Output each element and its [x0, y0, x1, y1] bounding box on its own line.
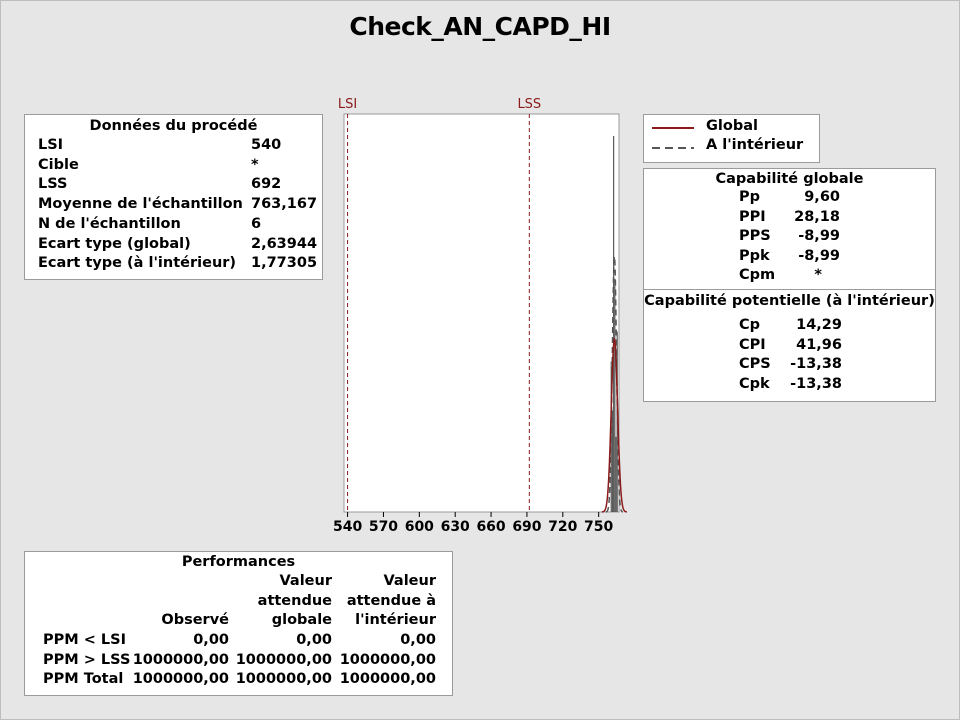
- process-data-table: Données du procédé LSI 540 Cible * LSS 692 Moy…: [24, 114, 323, 280]
- process-data-value: 763,167: [251, 196, 318, 213]
- overall-capability-value: -8,99: [798, 247, 840, 264]
- performance-cell: 1000000,00: [339, 671, 436, 688]
- curve-within: [605, 253, 623, 513]
- x-tick-label: 630: [441, 519, 470, 535]
- performance-cell: 1000000,00: [339, 651, 436, 668]
- potential-capability-header: Capabilité potentielle (à l'intérieur): [644, 293, 935, 309]
- potential-capability-value: 41,96: [796, 336, 842, 353]
- performance-cell: 1000000,00: [132, 651, 229, 668]
- capability-table: Capabilité globale Pp 9,60 PPI 28,18 PPS -8,9…: [643, 168, 936, 402]
- potential-capability-value: 14,29: [796, 317, 842, 333]
- x-tick-label: 660: [476, 519, 505, 535]
- overall-capability-value: *: [814, 267, 822, 284]
- performance-row-label: PPM Total: [43, 671, 124, 688]
- performance-cell: 0,00: [400, 632, 436, 648]
- x-tick-label: 540: [333, 519, 362, 535]
- performance-column-header: Observé: [161, 612, 229, 629]
- performance-table: Performances Observé Valeur attendue global…: [24, 551, 453, 696]
- potential-capability-value: -13,38: [790, 356, 842, 373]
- legend-label-global: Global: [706, 118, 758, 134]
- process-data-label: Ecart type (à l'intérieur): [38, 255, 237, 272]
- performance-cell: 1000000,00: [132, 671, 229, 688]
- performance-column-header: l'intérieur: [355, 612, 436, 629]
- spec-label-lsi: LSI: [338, 97, 357, 112]
- performance-cell: 0,00: [193, 632, 229, 648]
- overall-capability-label: Pp: [739, 189, 761, 205]
- process-data-label: LSS: [38, 176, 68, 193]
- performance-column-header: attendue: [257, 592, 332, 609]
- performance-row-label: PPM > LSS: [43, 651, 131, 668]
- overall-capability-label: Ppk: [739, 247, 770, 264]
- overall-capability-header: Capabilité globale: [715, 171, 864, 187]
- process-data-value: 692: [251, 176, 282, 193]
- performance-cell: 0,00: [296, 632, 332, 648]
- legend: Global A l'intérieur: [643, 114, 820, 163]
- histogram-bar: [611, 410, 614, 512]
- x-tick-label: 720: [548, 519, 577, 535]
- histogram-bar: [613, 136, 615, 512]
- process-data-label: Ecart type (global): [38, 235, 191, 252]
- overall-capability-label: Cpm: [739, 267, 776, 284]
- process-data-header: Données du procédé: [89, 118, 258, 134]
- histogram-bar: [615, 436, 617, 512]
- legend-label-within: A l'intérieur: [706, 137, 804, 153]
- overall-capability-value: 9,60: [804, 189, 840, 205]
- x-tick-label: 570: [369, 519, 398, 535]
- performance-cell: 1000000,00: [235, 671, 332, 688]
- potential-capability-label: CPS: [739, 356, 771, 373]
- process-data-value: 540: [251, 137, 282, 153]
- potential-capability-label: Cp: [739, 317, 761, 333]
- chart-title: Check_AN_CAPD_HI: [349, 12, 611, 41]
- performance-row-label: PPM < LSI: [43, 632, 127, 648]
- process-data-value: *: [251, 156, 259, 173]
- overall-capability-value: -8,99: [798, 228, 840, 245]
- capability-divider: [644, 289, 935, 290]
- overall-capability-label: PPI: [739, 208, 766, 225]
- process-data-label: Moyenne de l'échantillon: [38, 196, 243, 213]
- spec-label-lss: LSS: [517, 97, 541, 112]
- performance-column-header: Valeur: [383, 573, 437, 589]
- plot-area: [343, 113, 620, 513]
- potential-capability-label: Cpk: [739, 375, 770, 392]
- performance-column-header: Valeur: [279, 573, 333, 589]
- performance-column-header: globale: [271, 612, 332, 629]
- process-data-value: 1,77305: [251, 255, 318, 272]
- performance-column-header: attendue à: [346, 592, 436, 609]
- process-data-value: 6: [251, 215, 262, 232]
- potential-capability-label: CPI: [739, 336, 766, 353]
- process-data-label: N de l'échantillon: [38, 215, 181, 232]
- process-data-label: Cible: [38, 156, 79, 173]
- potential-capability-value: -13,38: [790, 375, 842, 392]
- x-tick-label: 600: [405, 519, 434, 535]
- x-tick-label: 690: [512, 519, 541, 535]
- x-tick-label: 750: [584, 519, 613, 535]
- histogram-bar: [614, 278, 616, 512]
- performance-header: Performances: [181, 554, 296, 570]
- process-data-value: 2,63944: [251, 235, 318, 252]
- overall-capability-value: 28,18: [794, 208, 840, 225]
- overall-capability-label: PPS: [739, 228, 771, 245]
- process-data-label: LSI: [38, 137, 64, 153]
- performance-cell: 1000000,00: [235, 651, 332, 668]
- curve-global: [601, 337, 627, 513]
- legend-swatches: [652, 127, 694, 149]
- histogram-bar: [610, 361, 612, 512]
